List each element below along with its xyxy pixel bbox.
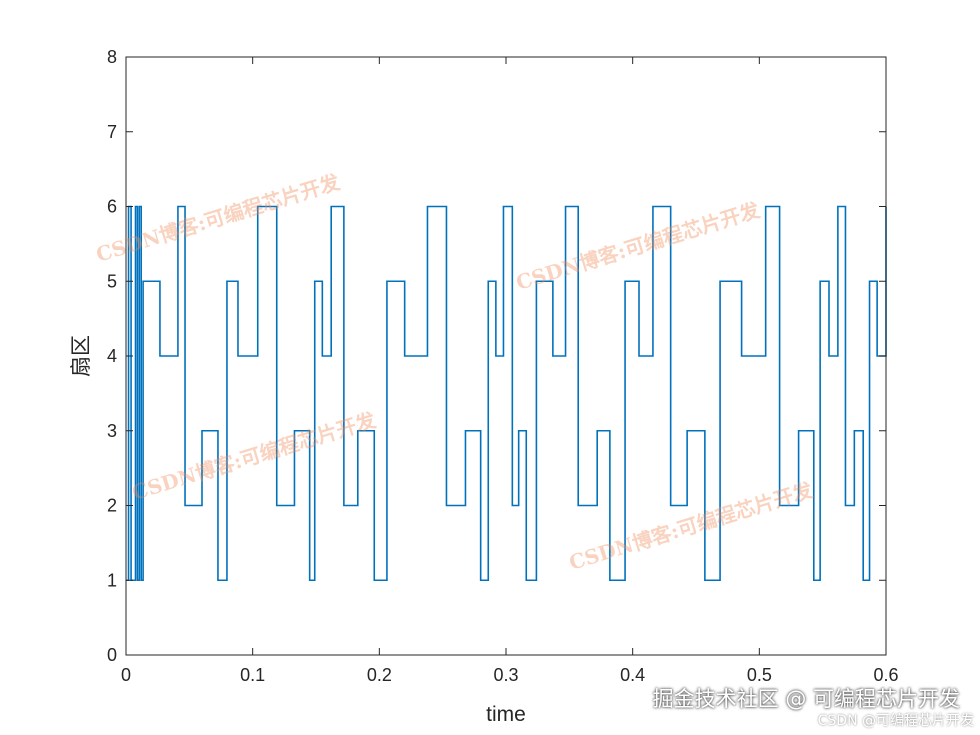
y-tick-label: 8 [107,47,117,67]
y-tick-label: 0 [107,645,117,665]
x-tick-label: 0.5 [747,665,772,685]
x-tick-label: 0.6 [873,665,898,685]
y-tick-label: 2 [107,496,117,516]
csdn-watermark: CSDN @可编程芯片开发 [817,713,974,729]
x-axis: 0 0.1 0.2 0.3 0.4 0.5 0.6 [121,57,899,685]
x-tick-label: 0.1 [240,665,265,685]
y-tick-label: 4 [107,346,117,366]
y-axis: 0 1 2 3 4 5 6 7 8 [107,47,886,665]
y-tick-label: 1 [107,570,117,590]
juejin-watermark: 掘金技术社区 @ 可编程芯片开发 [652,687,960,711]
x-axis-label: time [486,703,526,726]
x-tick-label: 0.2 [367,665,392,685]
x-tick-label: 0.3 [493,665,518,685]
y-tick-label: 7 [107,122,117,142]
sector-line [126,205,887,582]
y-tick-label: 5 [107,271,117,291]
y-tick-label: 6 [107,197,117,217]
sector-series [126,205,887,582]
x-tick-label: 0 [121,665,131,685]
y-axis-label: 扇区 [70,335,93,377]
x-tick-label: 0.4 [620,665,645,685]
y-tick-label: 3 [107,421,117,441]
